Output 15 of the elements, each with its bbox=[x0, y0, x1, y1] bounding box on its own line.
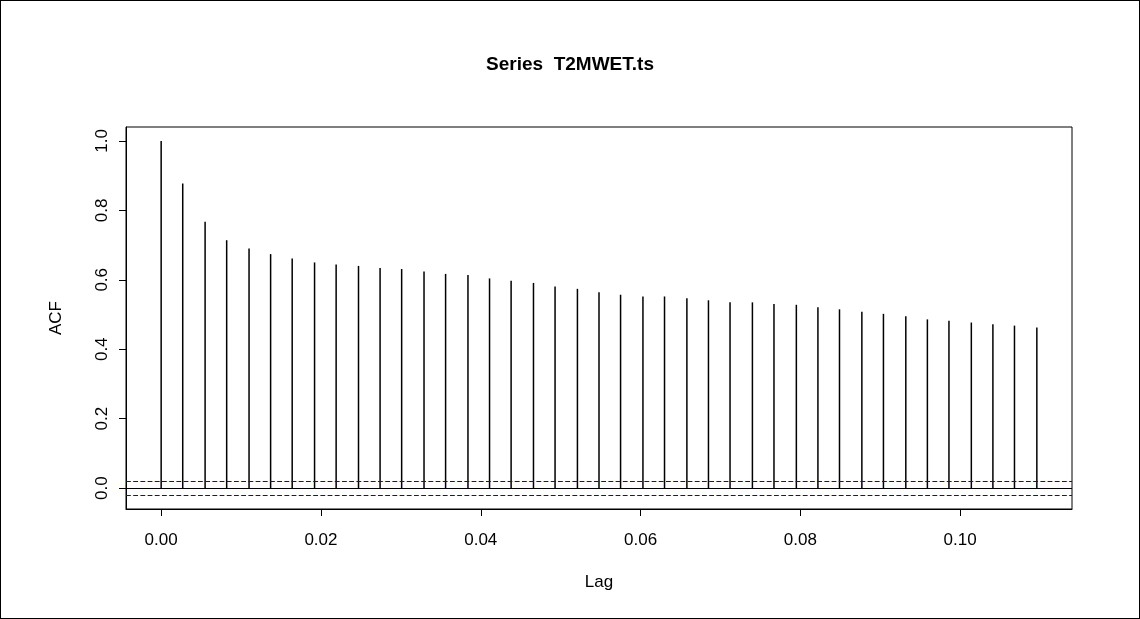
y-tick-label: 0.4 bbox=[92, 337, 111, 362]
x-tick-label: 0.10 bbox=[943, 530, 977, 549]
y-axis-title: ACF bbox=[46, 301, 65, 335]
y-tick-label: 0.0 bbox=[92, 476, 111, 500]
x-tick-label: 0.06 bbox=[624, 530, 658, 549]
x-axis-title: Lag bbox=[584, 572, 614, 591]
y-tick-label: 0.6 bbox=[92, 267, 111, 292]
y-tick-label: 1.0 bbox=[92, 129, 111, 153]
x-tick-label: 0.02 bbox=[304, 530, 338, 549]
chart-title: Series T2MWET.ts bbox=[486, 53, 654, 74]
y-tick-label: 0.8 bbox=[92, 198, 111, 223]
x-tick-label: 0.04 bbox=[464, 530, 498, 549]
x-tick-label: 0.00 bbox=[144, 530, 178, 549]
y-tick-label: 0.2 bbox=[92, 406, 111, 431]
x-tick-label: 0.08 bbox=[783, 530, 817, 549]
